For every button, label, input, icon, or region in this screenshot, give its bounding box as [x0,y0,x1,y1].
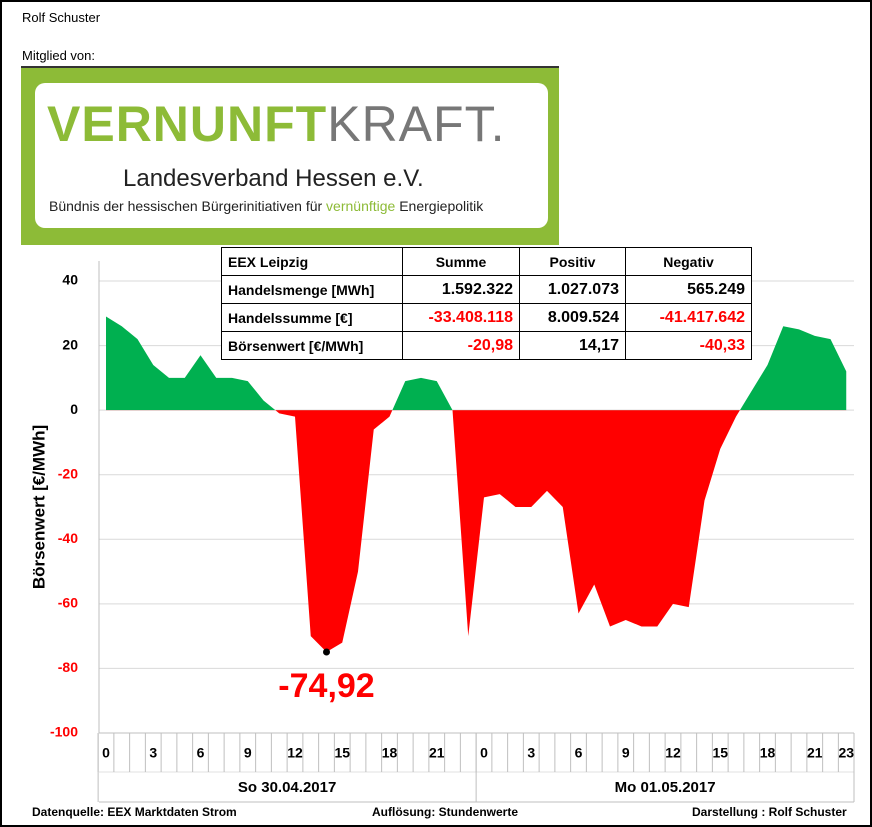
x-tick-label: 6 [197,745,205,761]
x-tick-label: 9 [622,745,630,761]
logo: VERNUNFTKRAFT. Landesverband Hessen e.V.… [21,66,559,245]
x-tick-label: 21 [429,745,445,761]
brand: VERNUNFT [47,96,328,152]
y-tick-label: -80 [58,659,78,675]
x-tick-label: 0 [480,745,488,761]
footer-credit: Darstellung : Rolf Schuster [692,805,847,819]
table-cell: Handelsmenge [MWh] [221,275,403,304]
table-cell: EEX Leipzig [221,247,403,276]
table-cell: 8.009.524 [519,303,626,332]
table-cell: Handelssumme [€] [221,303,403,332]
y-tick-label: -60 [58,595,78,611]
table-cell: 1.592.322 [402,275,520,304]
group-label: Mo 01.05.2017 [615,779,716,796]
table-cell: 565.249 [625,275,752,304]
y-tick-label: -100 [50,724,78,740]
y-tick-label: 20 [62,336,78,352]
table-cell: -40,33 [625,331,752,360]
table-cell: 14,17 [519,331,626,360]
table-cell: -41.417.642 [625,303,752,332]
x-tick-label: 12 [287,745,303,761]
y-tick-label: 0 [70,401,78,417]
y-tick-label: -20 [58,465,78,481]
x-tick-label: 3 [149,745,157,761]
y-axis-label: Börsenwert [€/MWh] [29,425,48,589]
area-negative [106,410,847,653]
group-label: So 30.04.2017 [238,779,336,796]
footer-resolution: Auflösung: Stundenwerte [372,805,518,819]
point-marker [323,648,330,656]
tagline: Bündnis der hessischen Bürgerinitiativen… [49,198,327,214]
x-tick-label: 18 [760,745,776,761]
logo-inner: VERNUNFTKRAFT. Landesverband Hessen e.V.… [35,83,548,228]
x-tick-label: 23 [838,745,854,761]
y-tick-label: -40 [58,530,78,546]
author: Rolf Schuster [22,10,101,25]
table-cell: -20,98 [402,331,520,360]
table-cell: Negativ [625,247,752,276]
footer-source: Datenquelle: EEX Marktdaten Strom [32,805,237,819]
tagline: vernünftige [326,198,396,214]
table-cell: -33.408.118 [402,303,520,332]
x-tick-label: 0 [102,745,110,761]
member-label: Mitglied von: [22,48,95,63]
y-tick-label: 40 [62,272,78,288]
x-tick-label: 15 [712,745,728,761]
logo-subtitle: Landesverband Hessen e.V. [123,165,424,192]
tagline: Energiepolitik [395,198,484,214]
x-tick-label: 6 [575,745,583,761]
x-tick-label: 3 [527,745,535,761]
x-tick-label: 9 [244,745,252,761]
table-cell: Summe [402,247,520,276]
brand: KRAFT. [327,96,506,152]
table-cell: 1.027.073 [519,275,626,304]
table-cell: Börsenwert [€/MWh] [221,331,403,360]
x-tick-label: 21 [807,745,823,761]
area-positive [106,316,847,411]
x-tick-label: 12 [665,745,681,761]
x-tick-label: 18 [382,745,398,761]
table-cell: Positiv [519,247,626,276]
x-tick-label: 15 [334,745,350,761]
summary-table: EEX Leipzig Summe Positiv Negativ Handelsmen… [221,247,752,360]
value-label: -74,92 [278,667,374,705]
